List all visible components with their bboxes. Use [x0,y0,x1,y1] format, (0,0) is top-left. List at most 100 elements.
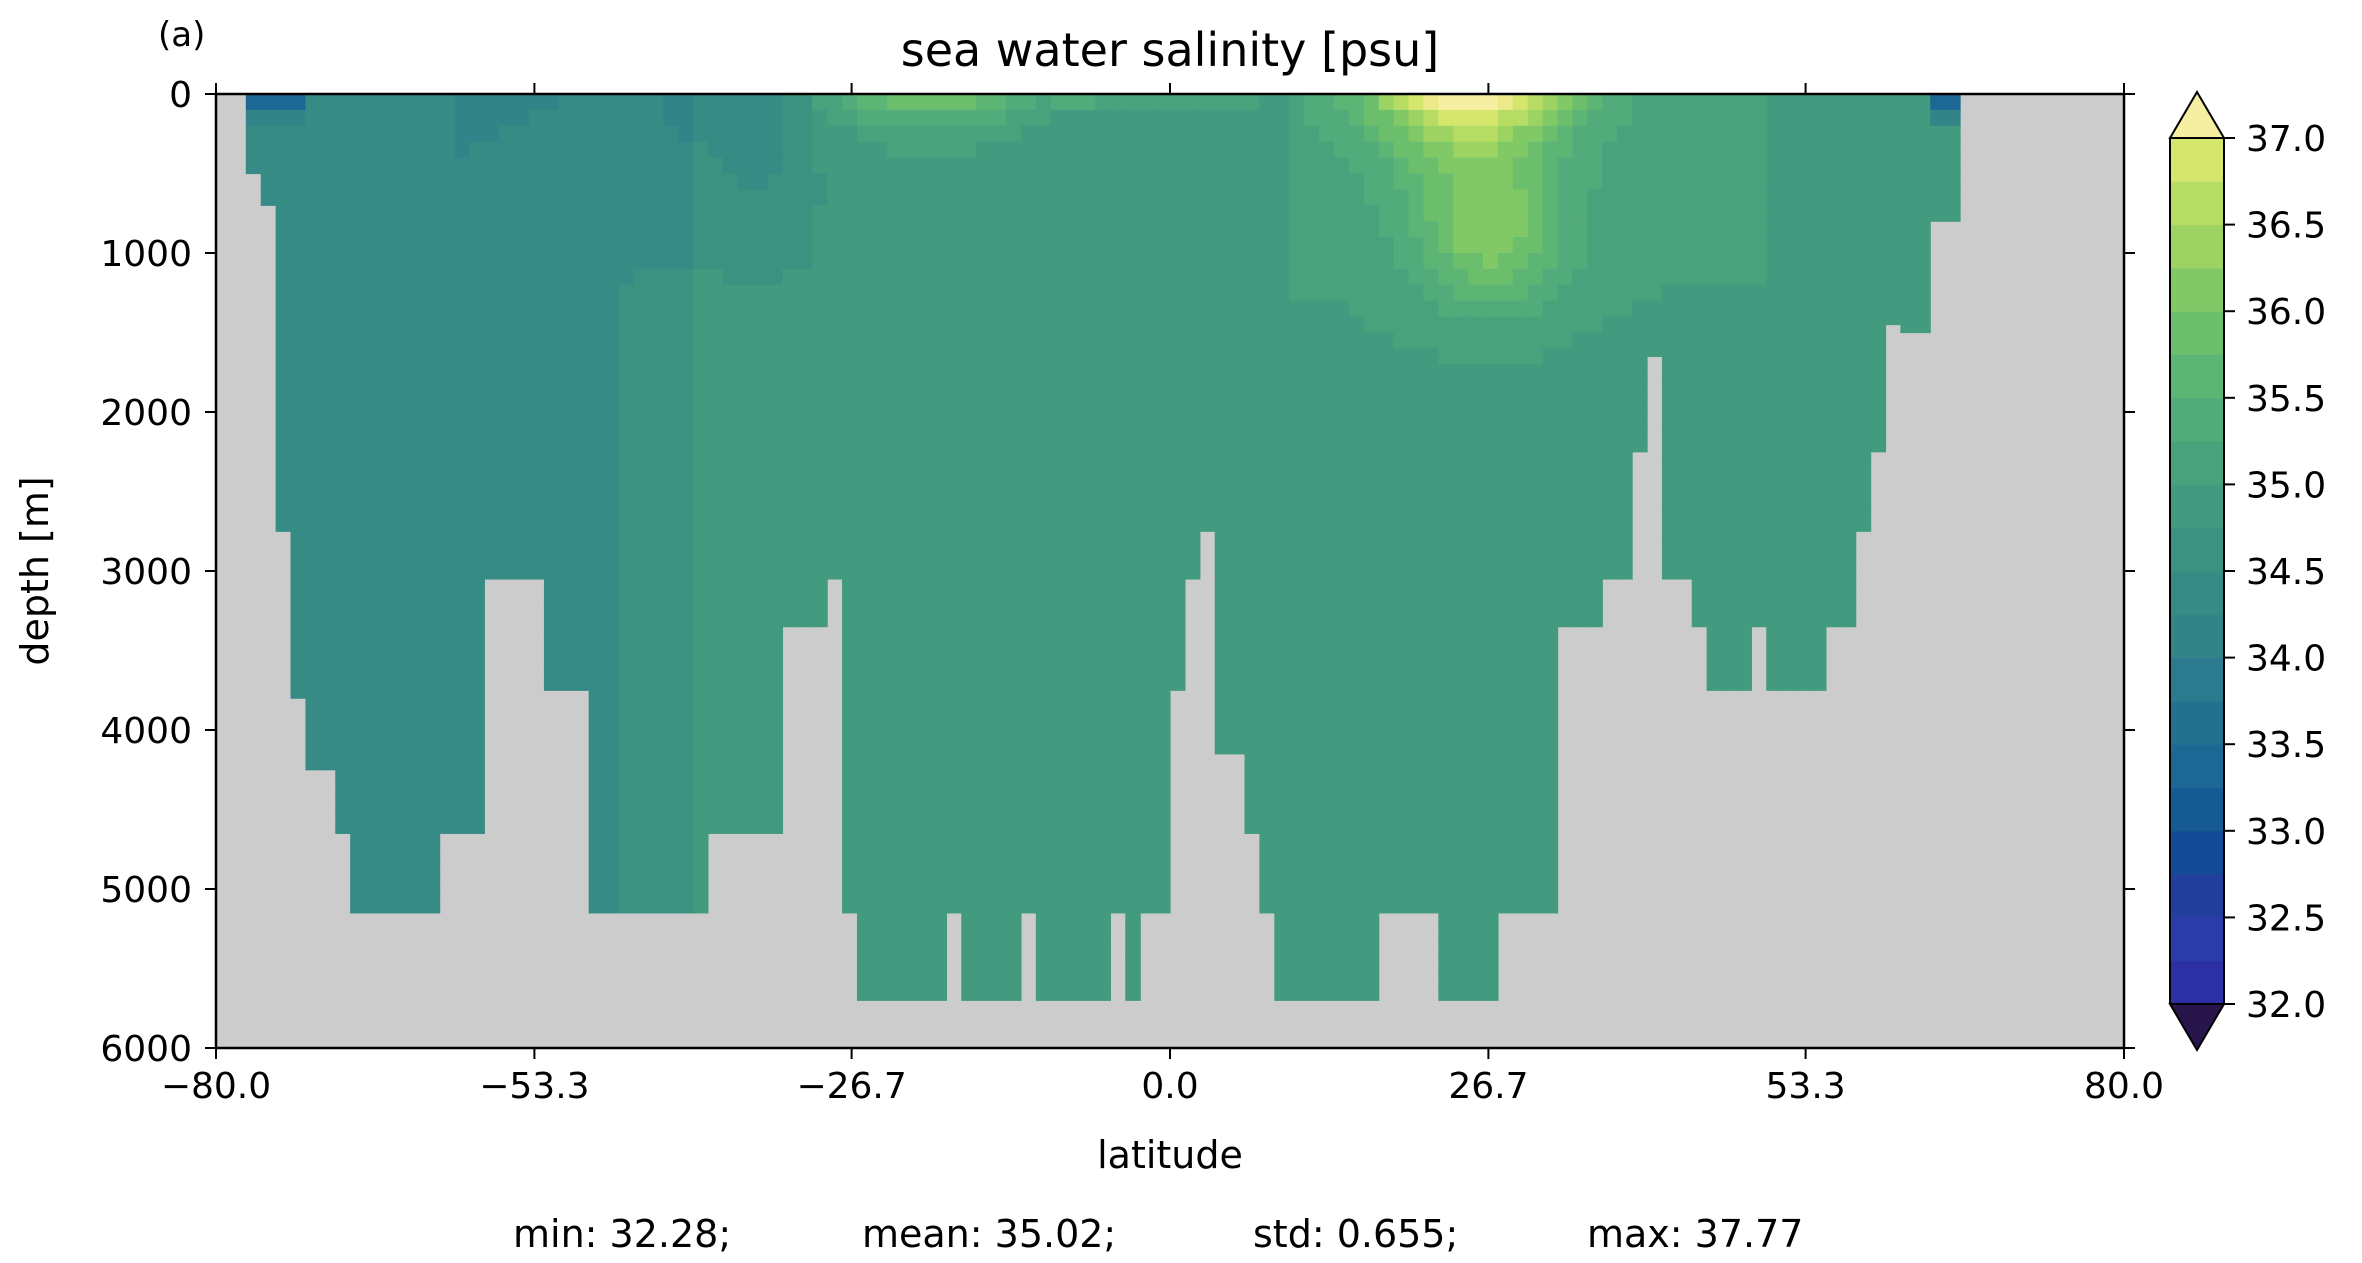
salinity-cell [1229,268,1246,286]
salinity-cell [1006,571,1022,588]
salinity-cell [305,396,321,413]
salinity-cell [1378,237,1395,254]
salinity-cell [558,94,575,111]
salinity-cell [931,364,948,381]
salinity-cell [678,825,694,842]
salinity-cell [1885,284,1902,302]
salinity-cell [1557,491,1574,508]
salinity-cell [722,237,739,254]
salinity-cell [409,539,426,556]
salinity-cell [707,571,724,588]
salinity-cell [543,443,560,461]
salinity-cell [931,666,948,683]
salinity-cell [916,602,933,620]
salinity-cell [514,443,530,461]
salinity-cell [409,666,426,683]
salinity-cell [737,109,754,127]
salinity-cell [1304,586,1320,604]
salinity-cell [1497,300,1514,318]
salinity-cell [379,714,396,731]
salinity-cell [752,300,769,318]
salinity-cell [365,109,381,127]
salinity-cell [886,618,903,636]
salinity-cell [1617,380,1633,397]
salinity-cell [1781,602,1797,620]
salinity-cell [1244,698,1261,715]
salinity-cell [1766,300,1782,318]
salinity-cell [1170,634,1186,652]
salinity-cell [663,841,679,858]
salinity-cell [1125,777,1141,795]
salinity-cell [1110,300,1126,318]
salinity-cell [1363,316,1380,334]
salinity-cell [1825,396,1842,413]
salinity-cell [663,539,679,556]
salinity-cell [1855,427,1872,445]
salinity-cell [588,221,605,238]
salinity-cell [1900,268,1916,286]
salinity-cell [1453,459,1469,477]
salinity-cell [1348,141,1365,159]
salinity-cell [320,189,336,206]
salinity-cell [394,348,411,365]
salinity-cell [782,253,798,270]
salinity-cell [454,459,471,477]
salinity-cell [1155,316,1171,334]
salinity-cell [1721,316,1738,334]
salinity-cell [1527,427,1544,445]
salinity-cell [1542,459,1559,477]
salinity-cell [1721,348,1738,365]
salinity-cell [1170,443,1186,461]
salinity-cell [1259,793,1275,811]
salinity-cell [886,396,903,413]
salinity-cell [886,571,903,588]
salinity-cell [991,698,1007,715]
salinity-cell [1542,94,1559,111]
salinity-cell [275,364,292,381]
salinity-cell [1363,491,1380,508]
salinity-cell [856,936,873,954]
salinity-cell [931,650,948,667]
salinity-cell [305,618,321,636]
salinity-cell [1035,173,1052,190]
salinity-cell [1125,650,1141,667]
salinity-cell [558,491,575,508]
salinity-cell [782,237,798,254]
salinity-cell [484,555,500,572]
salinity-cell [1319,571,1335,588]
salinity-cell [409,873,426,890]
salinity-cell [439,253,456,270]
salinity-cell [693,745,709,763]
salinity-cell [305,507,321,524]
salinity-cell [1438,443,1454,461]
salinity-cell [752,809,769,826]
salinity-cell [543,173,560,190]
salinity-cell [409,618,426,636]
salinity-cell [1140,427,1156,445]
salinity-cell [409,904,426,914]
salinity-cell [379,427,396,445]
salinity-cell [1363,412,1380,429]
salinity-cell [379,253,396,270]
salinity-cell [1289,459,1305,477]
salinity-cell [1781,109,1797,127]
salinity-cell [1870,412,1887,429]
salinity-cell [1184,268,1201,286]
salinity-cell [424,109,441,127]
salinity-cell [469,364,485,381]
salinity-cell [1348,125,1365,143]
salinity-cell [767,396,784,413]
salinity-cell [916,730,933,747]
salinity-cell [1542,555,1559,572]
salinity-cell [1453,745,1469,763]
salinity-cell [1199,412,1216,429]
salinity-cell [678,571,694,588]
salinity-cell [1870,253,1887,270]
salinity-cell [1319,761,1335,779]
salinity-cell [1110,809,1126,826]
salinity-cell [1289,348,1305,365]
salinity-cell [842,507,858,524]
salinity-cell [1706,380,1723,397]
salinity-cell [886,475,903,493]
salinity-cell [1691,284,1708,302]
